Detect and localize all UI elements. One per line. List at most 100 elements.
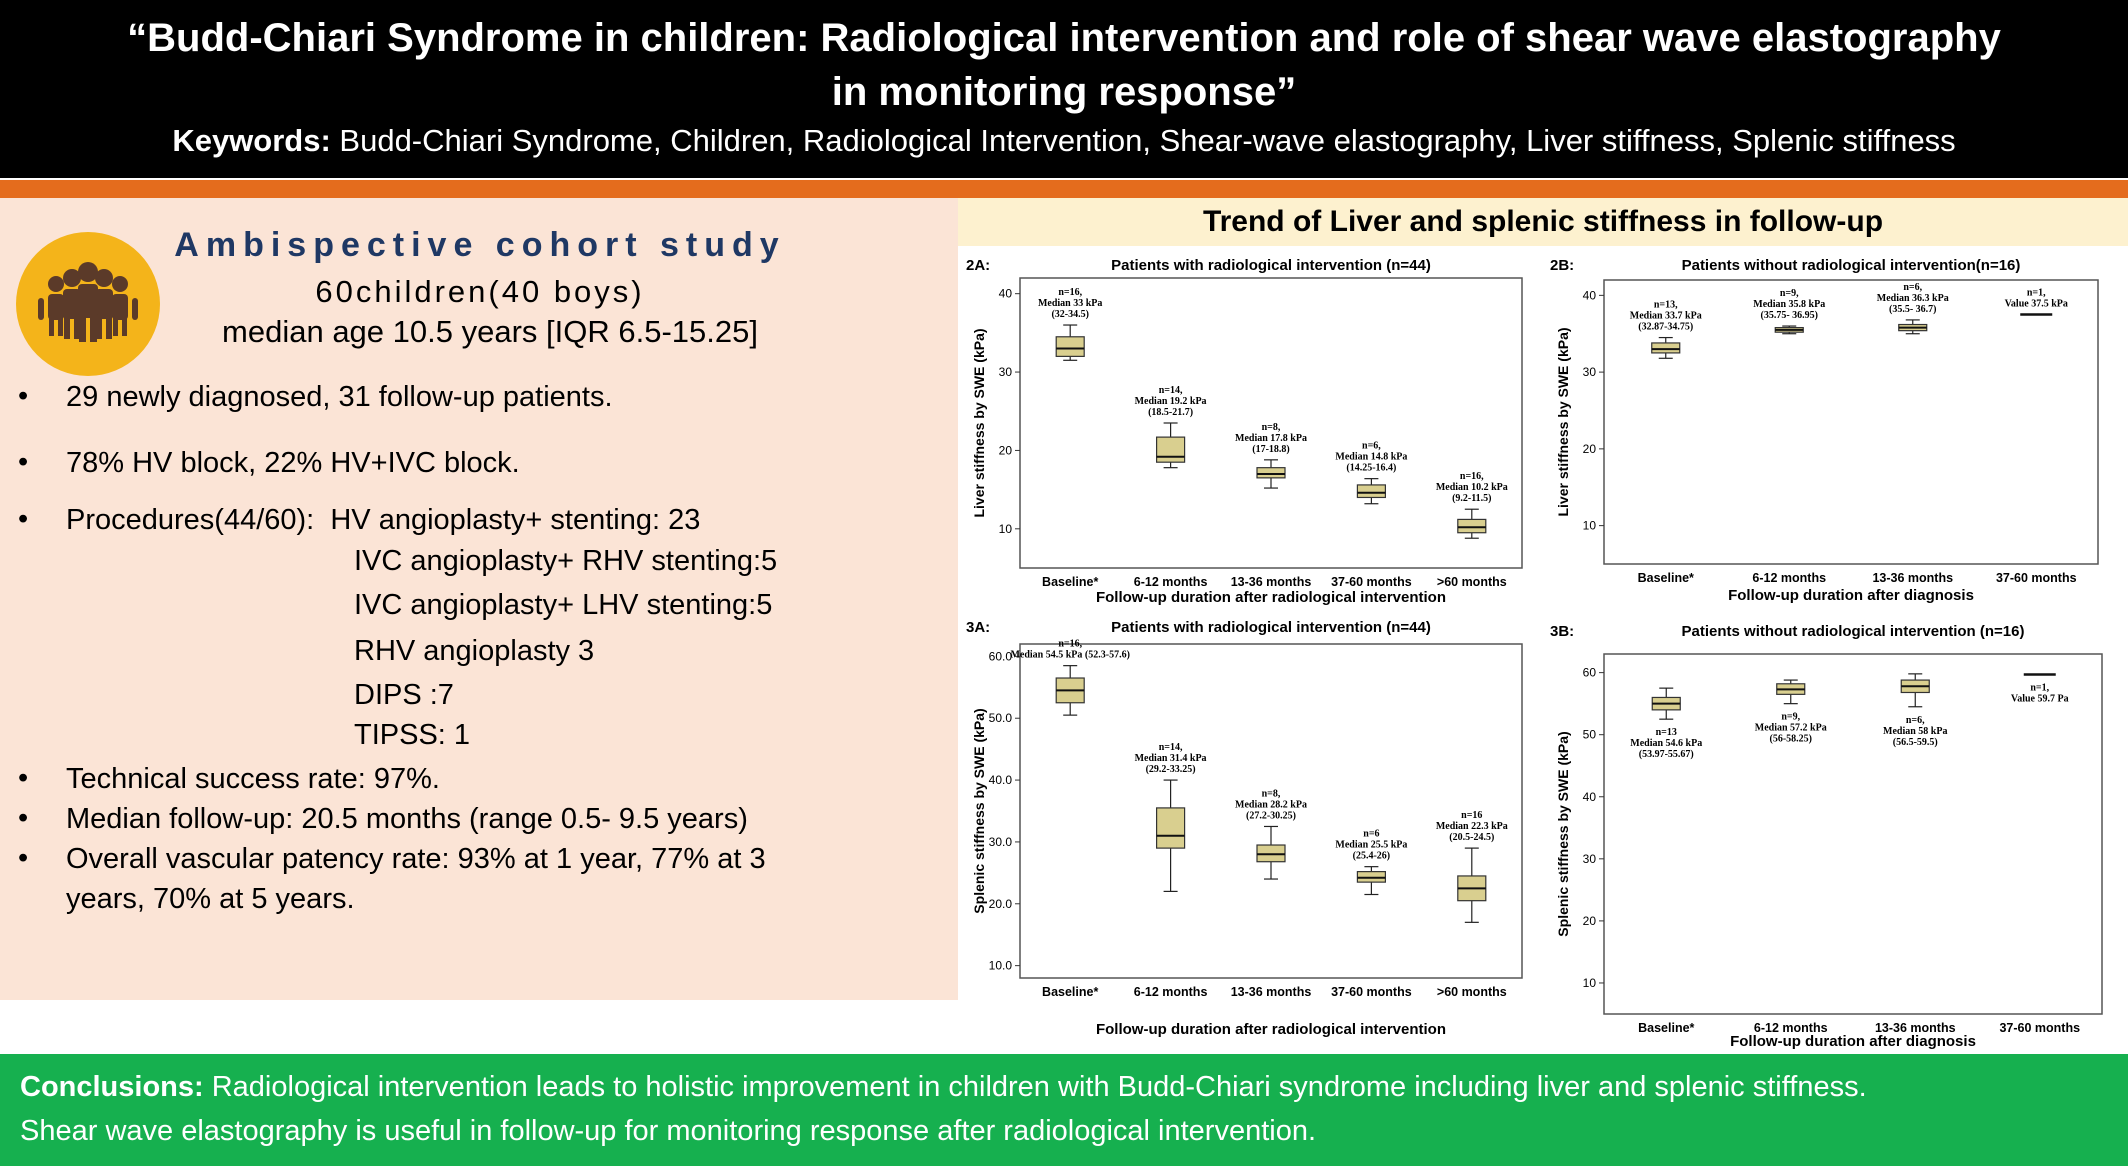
y-tick-label: 40 [999,287,1013,301]
data-annotation: n=6, [1903,282,1922,293]
bullet-procedures: Procedures(44/60): HV angioplasty+ stent… [66,504,701,536]
x-tick-label: Baseline* [1638,571,1694,585]
procedure-item: IVC angioplasty+ RHV stenting:5 [354,545,778,577]
data-annotation: (25.4-26) [1353,851,1391,862]
data-annotation: (56.5-59.5) [1893,737,1938,748]
data-annotation: (56-58.25) [1770,734,1813,745]
procedure-item: RHV angioplasty 3 [354,635,595,667]
data-annotation: Median 14.8 kPa [1335,452,1407,463]
data-annotation: (20.5-24.5) [1449,832,1494,843]
y-tick-label: 60 [1583,666,1597,680]
study-title: Ambispective cohort study [174,226,786,264]
data-annotation: (35.75- 36.95) [1761,310,1819,321]
y-tick-label: 60.0 [989,649,1013,663]
plot-frame [1603,653,2103,1015]
data-annotation: n=1, [2027,288,2046,299]
y-tick-label: 50 [1583,728,1597,742]
data-annotation: Value 37.5 kPa [2005,299,2068,310]
data-annotation: n=9, [1780,288,1799,299]
y-axis-label: Liver stiffness by SWE (kPa) [971,328,987,517]
header-banner: “Budd-Chiari Syndrome in children: Radio… [0,0,2128,178]
keywords-label: Keywords: [172,123,331,158]
y-tick-label: 20 [999,443,1013,457]
title-line-2: in monitoring response” [831,70,1297,114]
data-annotation: n=8, [1262,422,1281,433]
data-annotation: Value 59.7 Pa [2011,693,2069,704]
procedure-item: DIPS :7 [354,679,454,711]
x-tick-label: 13-36 months [1875,1021,1956,1035]
bullet-block-type: 78% HV block, 22% HV+IVC block. [66,447,520,479]
plot-frame [1019,643,1523,979]
plot-frame [1019,277,1523,569]
study-panel [0,198,958,1000]
chart-title: Patients without radiological interventi… [1682,257,2021,274]
x-tick-label: Baseline* [1042,985,1098,999]
x-tick-label: >60 months [1437,985,1507,999]
orange-divider [0,180,2128,198]
keywords-text: Budd-Chiari Syndrome, Children, Radiolog… [330,123,1956,158]
y-tick-label: 30.0 [989,835,1013,849]
data-annotation: (53.97-55.67) [1639,749,1694,760]
panel-label: 3A: [966,619,990,636]
box [1256,467,1286,479]
data-annotation: n=16 [1461,810,1482,821]
data-annotation: (32.87-34.75) [1638,322,1693,333]
box [1457,518,1487,534]
data-annotation: n=6, [1362,441,1381,452]
box [1356,484,1386,499]
procedure-item: TIPSS: 1 [354,719,471,751]
chart-title: Patients with radiological intervention … [1111,619,1431,636]
bullet-dot: • [18,446,29,478]
y-tick-label: 10.0 [989,959,1013,973]
y-axis-label: Splenic stiffness by SWE (kPa) [971,708,987,913]
y-axis-label: Splenic stiffness by SWE (kPa) [1555,731,1571,936]
data-annotation: n=14, [1159,385,1183,396]
data-annotation: (17-18.8) [1252,444,1290,455]
y-tick-label: 20 [1583,442,1597,456]
bullet-diagnosed: 29 newly diagnosed, 31 follow-up patient… [66,381,613,413]
data-annotation: n=1, [2030,682,2049,693]
x-tick-label: 37-60 months [1999,1021,2080,1035]
conclusion-line-2: Shear wave elastography is useful in fol… [20,1115,1317,1147]
y-tick-label: 30 [1583,852,1597,866]
bullet-dot: • [18,802,29,834]
median-age: median age 10.5 years [IQR 6.5-15.25] [222,314,758,349]
data-annotation: Median 33.7 kPa [1630,311,1702,322]
conclusion-text-1: Radiological intervention leads to holis… [203,1071,1867,1103]
bullet-dot: • [18,842,29,874]
x-tick-label: 6-12 months [1752,571,1826,585]
y-tick-label: 40.0 [989,773,1013,787]
panel-label: 3B: [1550,623,1574,640]
bullet-dot: • [18,762,29,794]
x-tick-label: 6-12 months [1134,575,1208,589]
data-annotation: n=9, [1781,712,1800,723]
procedure-item: IVC angioplasty+ LHV stenting:5 [354,589,773,621]
data-annotation: (14.25-16.4) [1346,463,1396,474]
people-group-icon [16,232,160,376]
x-tick-label: 6-12 months [1134,985,1208,999]
data-annotation: n=13, [1654,300,1678,311]
x-tick-label: 37-60 months [1996,571,2077,585]
data-annotation: (32-34.5) [1051,309,1089,320]
x-axis-label: Follow-up duration after diagnosis [1730,1033,1976,1050]
y-tick-label: 50.0 [989,711,1013,725]
y-tick-label: 30 [1583,365,1597,379]
box [1156,436,1186,463]
x-tick-label: 13-36 months [1872,571,1953,585]
y-tick-label: 20.0 [989,897,1013,911]
panel-label: 2A: [966,257,990,274]
x-tick-label: 37-60 months [1331,985,1412,999]
data-annotation: (18.5-21.7) [1148,407,1193,418]
data-annotation: Median 31.4 kPa [1135,753,1207,764]
y-tick-label: 40 [1583,790,1597,804]
y-tick-label: 10 [999,522,1013,536]
x-tick-label: 13-36 months [1231,575,1312,589]
data-annotation: Median 25.5 kPa [1335,840,1407,851]
chart-title: Patients with radiological intervention … [1111,257,1431,274]
data-annotation: n=6, [1906,715,1925,726]
data-annotation: (27.2-30.25) [1246,810,1296,821]
data-annotation: n=16, [1058,287,1082,298]
x-axis-label: Follow-up duration after diagnosis [1728,587,1974,604]
y-tick-label: 10 [1583,519,1597,533]
conclusion-line-1: Conclusions: Radiological intervention l… [20,1068,1867,1106]
